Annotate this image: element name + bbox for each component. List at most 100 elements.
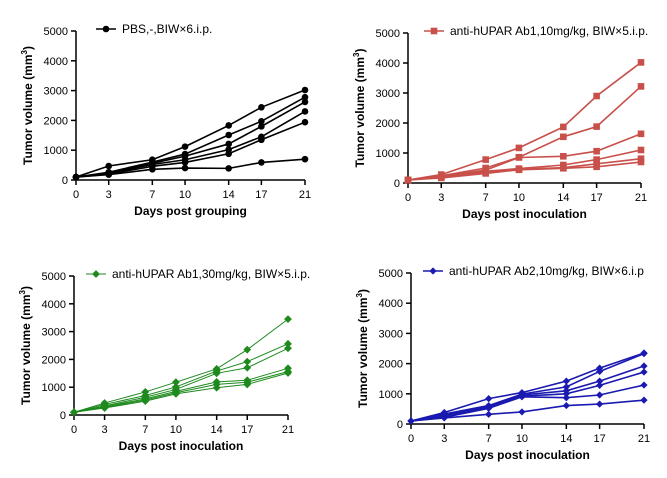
x-tick-label: 7 xyxy=(142,424,148,436)
data-point xyxy=(181,164,189,172)
x-tick-label: 17 xyxy=(590,192,602,204)
data-point xyxy=(243,357,252,366)
data-point xyxy=(301,98,309,106)
x-tick-label: 21 xyxy=(299,189,311,201)
data-point xyxy=(284,344,292,353)
legend-marker xyxy=(102,25,110,33)
y-axis-title: Tumor volume (mm3) xyxy=(352,49,367,168)
data-point xyxy=(640,381,648,389)
data-point xyxy=(149,165,156,173)
data-point xyxy=(100,404,109,412)
y-tick-label: 3000 xyxy=(376,88,400,100)
data-point xyxy=(258,159,265,166)
data-point xyxy=(482,156,489,163)
data-point xyxy=(640,368,648,376)
data-point xyxy=(562,401,570,410)
data-point xyxy=(301,93,309,101)
data-point xyxy=(225,122,232,129)
data-point xyxy=(593,147,600,155)
data-point xyxy=(562,390,570,398)
data-point xyxy=(301,108,309,115)
data-point xyxy=(593,123,600,130)
data-point xyxy=(258,103,265,111)
y-tick-label: 1000 xyxy=(42,382,66,394)
chart-panel-3: 0 1000 2000 3000 4000 5000 0 3 7 10 14 17 21 Days pos… xyxy=(18,267,310,453)
series-line-1 xyxy=(73,318,289,413)
data-point xyxy=(70,408,78,417)
chart-panel-4: 0 1000 2000 3000 4000 5000 0 3 7 10 14 17 21 Days pos… xyxy=(355,264,650,462)
data-point xyxy=(440,414,448,422)
data-point xyxy=(212,383,221,392)
x-tick-label: 3 xyxy=(438,192,444,204)
x-tick-label: 14 xyxy=(211,424,223,436)
data-point xyxy=(225,150,232,158)
data-point xyxy=(258,123,265,130)
data-point xyxy=(225,140,232,148)
data-point xyxy=(637,158,645,166)
legend-marker xyxy=(430,27,438,35)
chart-panel-1: 0 1000 2000 3000 4000 5000 0 3 7 10 14 17 21 Days pos… xyxy=(20,22,311,218)
y-tick-label: 3000 xyxy=(44,86,68,98)
data-point xyxy=(301,118,309,126)
y-tick-label: 2000 xyxy=(379,359,403,371)
x-tick-label: 7 xyxy=(486,433,492,445)
x-tick-label: 7 xyxy=(149,189,155,201)
data-point xyxy=(284,369,292,377)
data-point xyxy=(593,156,600,163)
y-tick-label: 5000 xyxy=(379,268,403,280)
y-tick-label: 2000 xyxy=(42,354,66,366)
data-point xyxy=(243,363,252,372)
data-point xyxy=(593,92,600,100)
data-point xyxy=(243,380,252,389)
data-point xyxy=(596,367,604,376)
y-tick-label: 1000 xyxy=(379,389,403,401)
x-tick-label: 17 xyxy=(255,189,267,201)
data-point xyxy=(258,117,265,125)
data-point xyxy=(225,131,232,139)
data-point xyxy=(562,377,570,385)
x-tick-label: 0 xyxy=(73,189,79,201)
data-point xyxy=(258,136,265,144)
x-axis-title: Days post grouping xyxy=(134,204,247,218)
data-point xyxy=(437,174,445,182)
data-point xyxy=(105,162,113,170)
legend-label: anti-hUPAR Ab2,10mg/kg, BIW×6.i.p xyxy=(449,264,644,278)
data-point xyxy=(637,59,645,66)
data-point xyxy=(560,153,567,160)
y-tick-label: 2000 xyxy=(44,115,68,127)
data-point xyxy=(284,315,292,323)
x-tick-label: 14 xyxy=(557,192,569,204)
data-point xyxy=(515,166,523,174)
data-point xyxy=(596,381,604,389)
data-point xyxy=(284,339,292,348)
data-point xyxy=(407,417,415,425)
legend-marker xyxy=(92,270,100,278)
data-point xyxy=(515,144,523,152)
data-point xyxy=(640,350,648,358)
data-point xyxy=(404,176,412,184)
y-axis-title: Tumor volume (mm3) xyxy=(355,289,370,408)
data-point xyxy=(482,170,489,177)
data-point xyxy=(181,143,189,150)
y-tick-label: 5000 xyxy=(44,26,68,38)
data-point xyxy=(72,173,80,181)
data-point xyxy=(596,377,604,385)
y-tick-label: 3000 xyxy=(379,328,403,340)
x-tick-label: 3 xyxy=(106,189,112,201)
x-tick-label: 21 xyxy=(638,433,650,445)
chart-panel-2: 0 1000 2000 3000 4000 5000 0 3 7 10 14 17 21 Days pos… xyxy=(352,24,648,221)
data-point xyxy=(518,408,526,416)
legend-marker xyxy=(429,267,437,275)
data-point xyxy=(562,394,570,402)
y-tick-label: 4000 xyxy=(44,56,68,68)
y-tick-label: 1000 xyxy=(44,145,68,157)
x-tick-label: 3 xyxy=(441,433,447,445)
y-tick-label: 1000 xyxy=(376,148,400,160)
y-axis-title: Tumor volume (mm3) xyxy=(18,286,33,405)
x-tick-label: 0 xyxy=(71,424,77,436)
data-point xyxy=(515,154,523,161)
x-axis-title: Days post inoculation xyxy=(119,439,244,453)
data-point xyxy=(243,345,252,354)
y-tick-label: 0 xyxy=(62,175,68,187)
